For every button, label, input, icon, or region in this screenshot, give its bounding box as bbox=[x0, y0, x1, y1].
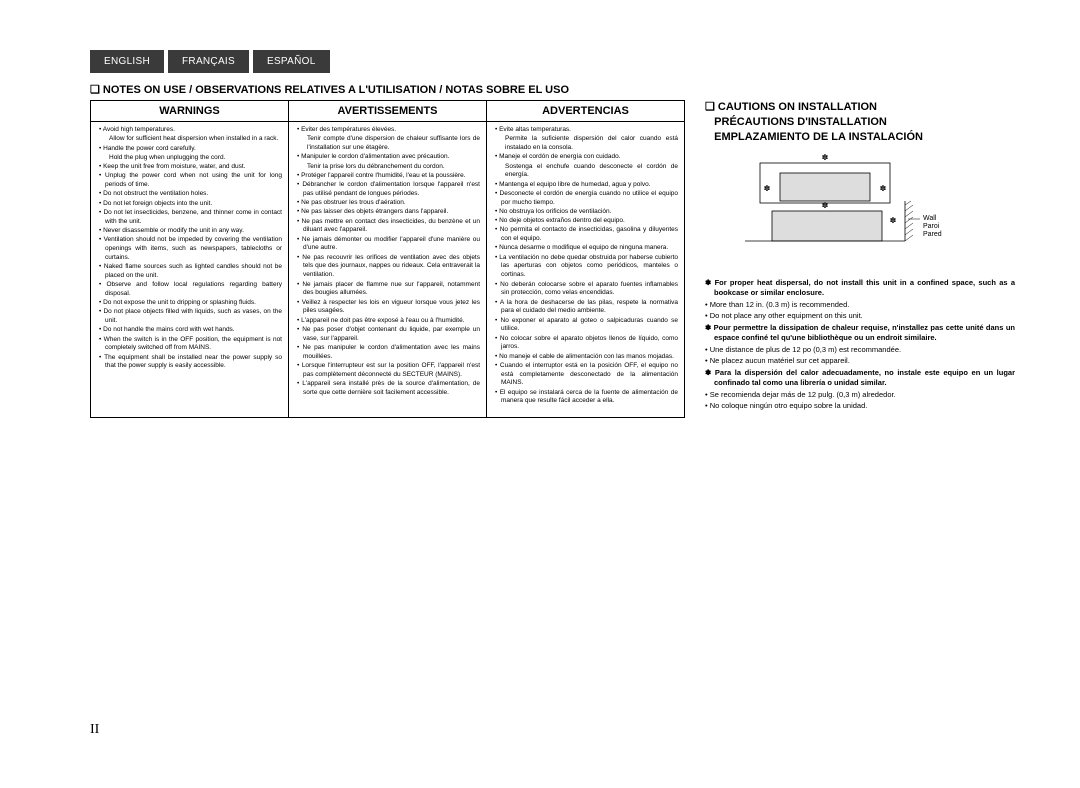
list-item: Ne pas mettre en contact des insecticide… bbox=[297, 218, 480, 236]
list-item: Allow for sufficient heat dispersion whe… bbox=[99, 135, 282, 144]
list-item: Eviter des températures élevées. bbox=[297, 126, 480, 135]
list-item: Do not let foreign objects into the unit… bbox=[99, 200, 282, 209]
list-item: Ne pas poser d'objet contenant du liquid… bbox=[297, 326, 480, 344]
list-item: Evite altas temperaturas. bbox=[495, 126, 678, 135]
list-item: El equipo se instalará cerca de la fuent… bbox=[495, 389, 678, 407]
list-item: Ne pas manipuler le cordon d'alimentatio… bbox=[297, 344, 480, 362]
caution-item: Une distance de plus de 12 po (0,3 m) es… bbox=[705, 345, 1015, 356]
list-item: Ne pas laisser des objets étrangers dans… bbox=[297, 208, 480, 217]
list-item: Permite la suficiente dispersión del cal… bbox=[495, 135, 678, 153]
list-item: Do not expose the unit to dripping or sp… bbox=[99, 299, 282, 308]
label-pared: Pared bbox=[923, 231, 942, 238]
svg-text:✽: ✽ bbox=[822, 201, 829, 210]
list-item: Tenir compte d'une dispersion de chaleur… bbox=[297, 135, 480, 153]
list-item: Do not obstruct the ventilation holes. bbox=[99, 190, 282, 199]
list-item: L'appareil sera installé près de la sour… bbox=[297, 380, 480, 398]
caution-item: Ne placez aucun matériel sur cet apparei… bbox=[705, 356, 1015, 367]
list-item: L'appareil ne doit pas être exposé à l'e… bbox=[297, 317, 480, 326]
list-item: Veillez à respecter les lois en vigueur … bbox=[297, 299, 480, 317]
caution-item: Pour permettre la dissipation de chaleur… bbox=[705, 323, 1015, 344]
svg-text:✽: ✽ bbox=[764, 184, 771, 193]
list-item: Observe and follow local regulations reg… bbox=[99, 281, 282, 299]
list-item: Avoid high temperatures. bbox=[99, 126, 282, 135]
list-item: Unplug the power cord when not using the… bbox=[99, 172, 282, 190]
svg-text:✽: ✽ bbox=[890, 216, 897, 225]
list-item: No colocar sobre el aparato objetos llen… bbox=[495, 335, 678, 353]
list-item: Sostenga el enchufe cuando desconecte el… bbox=[495, 163, 678, 181]
tab-francais[interactable]: FRANÇAIS bbox=[168, 50, 249, 73]
svg-text:✽: ✽ bbox=[822, 153, 829, 162]
col-head-avert: AVERTISSEMENTS bbox=[289, 101, 486, 122]
list-item: Ne pas recouvrir les orifices de ventila… bbox=[297, 254, 480, 280]
list-item: Débrancher le cordon d'alimentation lors… bbox=[297, 181, 480, 199]
col-avertissements: AVERTISSEMENTS Eviter des températures é… bbox=[289, 101, 487, 417]
list-item: No permita el contacto de insecticidas, … bbox=[495, 226, 678, 244]
page-number: II bbox=[90, 722, 99, 738]
list-item: Ventilation should not be impeded by cov… bbox=[99, 236, 282, 262]
caution-item: No coloque ningún otro equipo sobre la u… bbox=[705, 401, 1015, 412]
list-item: Protéger l'appareil contre l'humidité, l… bbox=[297, 172, 480, 181]
list-item: Lorsque l'interrupteur est sur la positi… bbox=[297, 362, 480, 380]
list-item: Ne jamais démonter ou modifier l'apparei… bbox=[297, 236, 480, 254]
language-tabs: ENGLISH FRANÇAIS ESPAÑOL bbox=[90, 50, 1020, 73]
tab-espanol[interactable]: ESPAÑOL bbox=[253, 50, 330, 73]
col-advertencias: ADVERTENCIAS Evite altas temperaturas.Pe… bbox=[487, 101, 684, 417]
list-item: La ventilación no debe quedar obstruida … bbox=[495, 254, 678, 280]
list-item: Do not let insecticides, benzene, and th… bbox=[99, 209, 282, 227]
list-item: Never disassemble or modify the unit in … bbox=[99, 227, 282, 236]
list-item: Keep the unit free from moisture, water,… bbox=[99, 163, 282, 172]
list-item: Ne jamais placer de flamme nue sur l'app… bbox=[297, 281, 480, 299]
list-item: Do not place objects filled with liquids… bbox=[99, 308, 282, 326]
caution-item: For proper heat dispersal, do not instal… bbox=[705, 278, 1015, 299]
list-item: Mantenga el equipo libre de humedad, agu… bbox=[495, 181, 678, 190]
list-item: Hold the plug when unplugging the cord. bbox=[99, 154, 282, 163]
col-head-advert: ADVERTENCIAS bbox=[487, 101, 684, 122]
list-item: Cuando el interruptor está en la posició… bbox=[495, 362, 678, 388]
col-warnings: WARNINGS Avoid high temperatures.Allow f… bbox=[91, 101, 289, 417]
tab-english[interactable]: ENGLISH bbox=[90, 50, 164, 73]
caution-item: Para la dispersión del calor adecuadamen… bbox=[705, 368, 1015, 389]
list-item: The equipment shall be installed near th… bbox=[99, 354, 282, 372]
list-item: No maneje el cable de alimentación con l… bbox=[495, 353, 678, 362]
list-item: A la hora de deshacerse de las pilas, re… bbox=[495, 299, 678, 317]
list-item: Nunca desarme o modifique el equipo de n… bbox=[495, 244, 678, 253]
list-item: Naked flame sources such as lighted cand… bbox=[99, 263, 282, 281]
list-item: Maneje el cordón de energía con cuidado. bbox=[495, 153, 678, 162]
list-item: Tenir la prise lors du débranchement du … bbox=[297, 163, 480, 172]
list-item: No obstruya los orificios de ventilación… bbox=[495, 208, 678, 217]
caution-item: Do not place any other equipment on this… bbox=[705, 311, 1015, 322]
caution-item: Se recomienda dejar más de 12 pulg. (0,3… bbox=[705, 390, 1015, 401]
notes-on-use-heading: ❏ NOTES ON USE / OBSERVATIONS RELATIVES … bbox=[90, 83, 1020, 96]
svg-text:✽: ✽ bbox=[880, 184, 887, 193]
list-item: Desconecte el cordón de energía cuando n… bbox=[495, 190, 678, 208]
list-item: No deje objetos extraños dentro del equi… bbox=[495, 217, 678, 226]
label-wall: Wall bbox=[923, 215, 937, 222]
list-item: Do not handle the mains cord with wet ha… bbox=[99, 326, 282, 335]
installation-diagram: ✽ ✽ ✽ ✽ ✽ Wall Paroi Pared bbox=[705, 153, 1005, 263]
warnings-table: WARNINGS Avoid high temperatures.Allow f… bbox=[90, 100, 685, 418]
list-item: No exponer el aparato al goteo o salpica… bbox=[495, 317, 678, 335]
cautions-heading: ❏ CAUTIONS ON INSTALLATION PRÉCAUTIONS D… bbox=[705, 100, 1015, 145]
list-item: Ne pas obstruer les trous d'aération. bbox=[297, 199, 480, 208]
list-item: Handle the power cord carefully. bbox=[99, 145, 282, 154]
list-item: No deberán colocarse sobre el aparato fu… bbox=[495, 281, 678, 299]
caution-item: More than 12 in. (0.3 m) is recommended. bbox=[705, 300, 1015, 311]
list-item: Manipuler le cordon d'alimentation avec … bbox=[297, 153, 480, 162]
list-item: When the switch is in the OFF position, … bbox=[99, 336, 282, 354]
label-paroi: Paroi bbox=[923, 223, 940, 230]
col-head-warnings: WARNINGS bbox=[91, 101, 288, 122]
cautions-panel: ❏ CAUTIONS ON INSTALLATION PRÉCAUTIONS D… bbox=[705, 100, 1015, 418]
